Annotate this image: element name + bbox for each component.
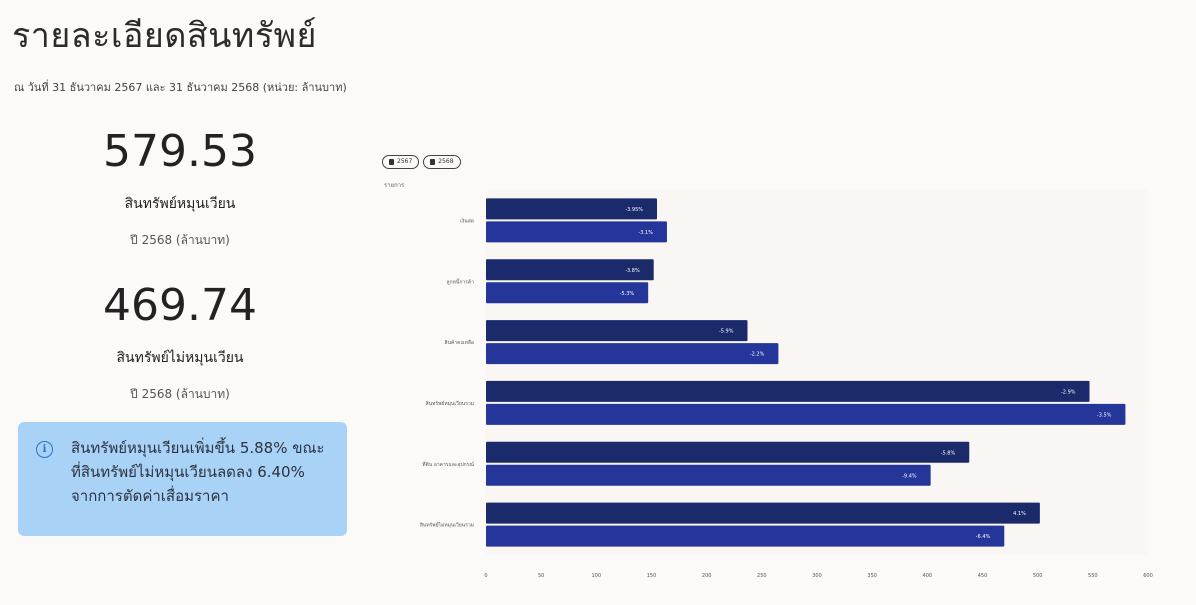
bar — [486, 320, 748, 342]
x-tick-label: 450 — [978, 573, 988, 579]
bar-data-label: -9.4% — [902, 473, 917, 479]
bar-data-label: -3.1% — [638, 230, 653, 236]
kpi-non-current-assets: 469.74 สินทรัพย์ไม่หมุนเวียน ปี 2568 (ล้… — [10, 280, 350, 404]
chart-legend: 2567 2568 — [382, 155, 461, 169]
bar-data-label: 4.1% — [1013, 511, 1026, 517]
page-title: รายละเอียดสินทรัพย์ — [12, 16, 317, 56]
x-tick-label: 0 — [484, 573, 487, 579]
bar — [486, 282, 649, 304]
bar-data-label: -5.9% — [719, 329, 734, 335]
info-note: i สินทรัพย์หมุนเวียนเพิ่มขึ้น 5.88% ขณะท… — [18, 422, 347, 536]
info-note-text: สินทรัพย์หมุนเวียนเพิ่มขึ้น 5.88% ขณะที่… — [71, 439, 325, 505]
x-tick-label: 500 — [1033, 573, 1043, 579]
bar-data-label: -3.5% — [1097, 412, 1112, 418]
kpi-unit: ปี 2568 (ล้านบาท) — [130, 387, 230, 401]
category-label: สินทรัพย์ไม่หมุนเวียนรวม — [420, 522, 474, 529]
legend-swatch — [389, 159, 394, 165]
legend-label: 2567 — [397, 158, 413, 165]
bar — [486, 464, 931, 486]
bar-data-label: -2.2% — [750, 352, 765, 358]
legend-item-2567[interactable]: 2567 — [382, 155, 420, 169]
plot-area — [486, 190, 1148, 555]
category-label: ลูกหนี้การค้า — [447, 276, 475, 285]
legend-label: 2568 — [438, 158, 454, 165]
x-tick-label: 400 — [923, 573, 933, 579]
category-label: สินค้าคงเหลือ — [445, 339, 474, 346]
bar — [486, 403, 1126, 425]
category-label: สินทรัพย์หมุนเวียนรวม — [426, 400, 474, 407]
bar-data-label: -5.8% — [941, 450, 956, 456]
kpi-value: 579.53 — [103, 126, 257, 177]
x-tick-label: 250 — [757, 573, 767, 579]
kpi-current-assets: 579.53 สินทรัพย์หมุนเวียน ปี 2568 (ล้านบ… — [10, 126, 350, 250]
x-tick-label: 600 — [1143, 573, 1153, 579]
category-label: ที่ดิน อาคารและอุปกรณ์ — [422, 461, 474, 468]
bar — [486, 198, 658, 220]
bar — [486, 259, 654, 281]
legend-swatch — [430, 159, 436, 165]
category-label: เงินสด — [460, 217, 474, 224]
kpi-unit: ปี 2568 (ล้านบาท) — [130, 233, 230, 247]
bar-data-label: -3.95% — [625, 207, 643, 213]
x-tick-label: 550 — [1088, 573, 1098, 579]
kpi-value: 469.74 — [103, 280, 257, 331]
bar-data-label: -5.3% — [620, 291, 635, 297]
x-tick-label: 200 — [702, 573, 712, 579]
kpi-label: สินทรัพย์ไม่หมุนเวียน — [116, 350, 244, 366]
x-tick-label: 300 — [812, 573, 822, 579]
bar-data-label: -2.9% — [1061, 389, 1076, 395]
bar — [486, 525, 1005, 547]
bar — [486, 221, 667, 243]
x-tick-label: 50 — [538, 573, 544, 579]
bar — [486, 343, 779, 365]
bar — [486, 380, 1090, 402]
legend-item-2568[interactable]: 2568 — [423, 155, 461, 169]
axis-title: รายการ — [384, 182, 405, 189]
kpi-label: สินทรัพย์หมุนเวียน — [124, 196, 236, 212]
page-subtitle: ณ วันที่ 31 ธันวาคม 2567 และ 31 ธันวาคม … — [14, 81, 347, 94]
x-tick-label: 350 — [867, 573, 877, 579]
bar-data-label: -3.8% — [625, 268, 640, 274]
x-tick-label: 100 — [592, 573, 602, 579]
bar — [486, 441, 970, 463]
bar-data-label: -6.4% — [976, 534, 991, 540]
info-icon: i — [36, 441, 53, 458]
x-tick-label: 150 — [647, 573, 657, 579]
bar — [486, 502, 1040, 524]
